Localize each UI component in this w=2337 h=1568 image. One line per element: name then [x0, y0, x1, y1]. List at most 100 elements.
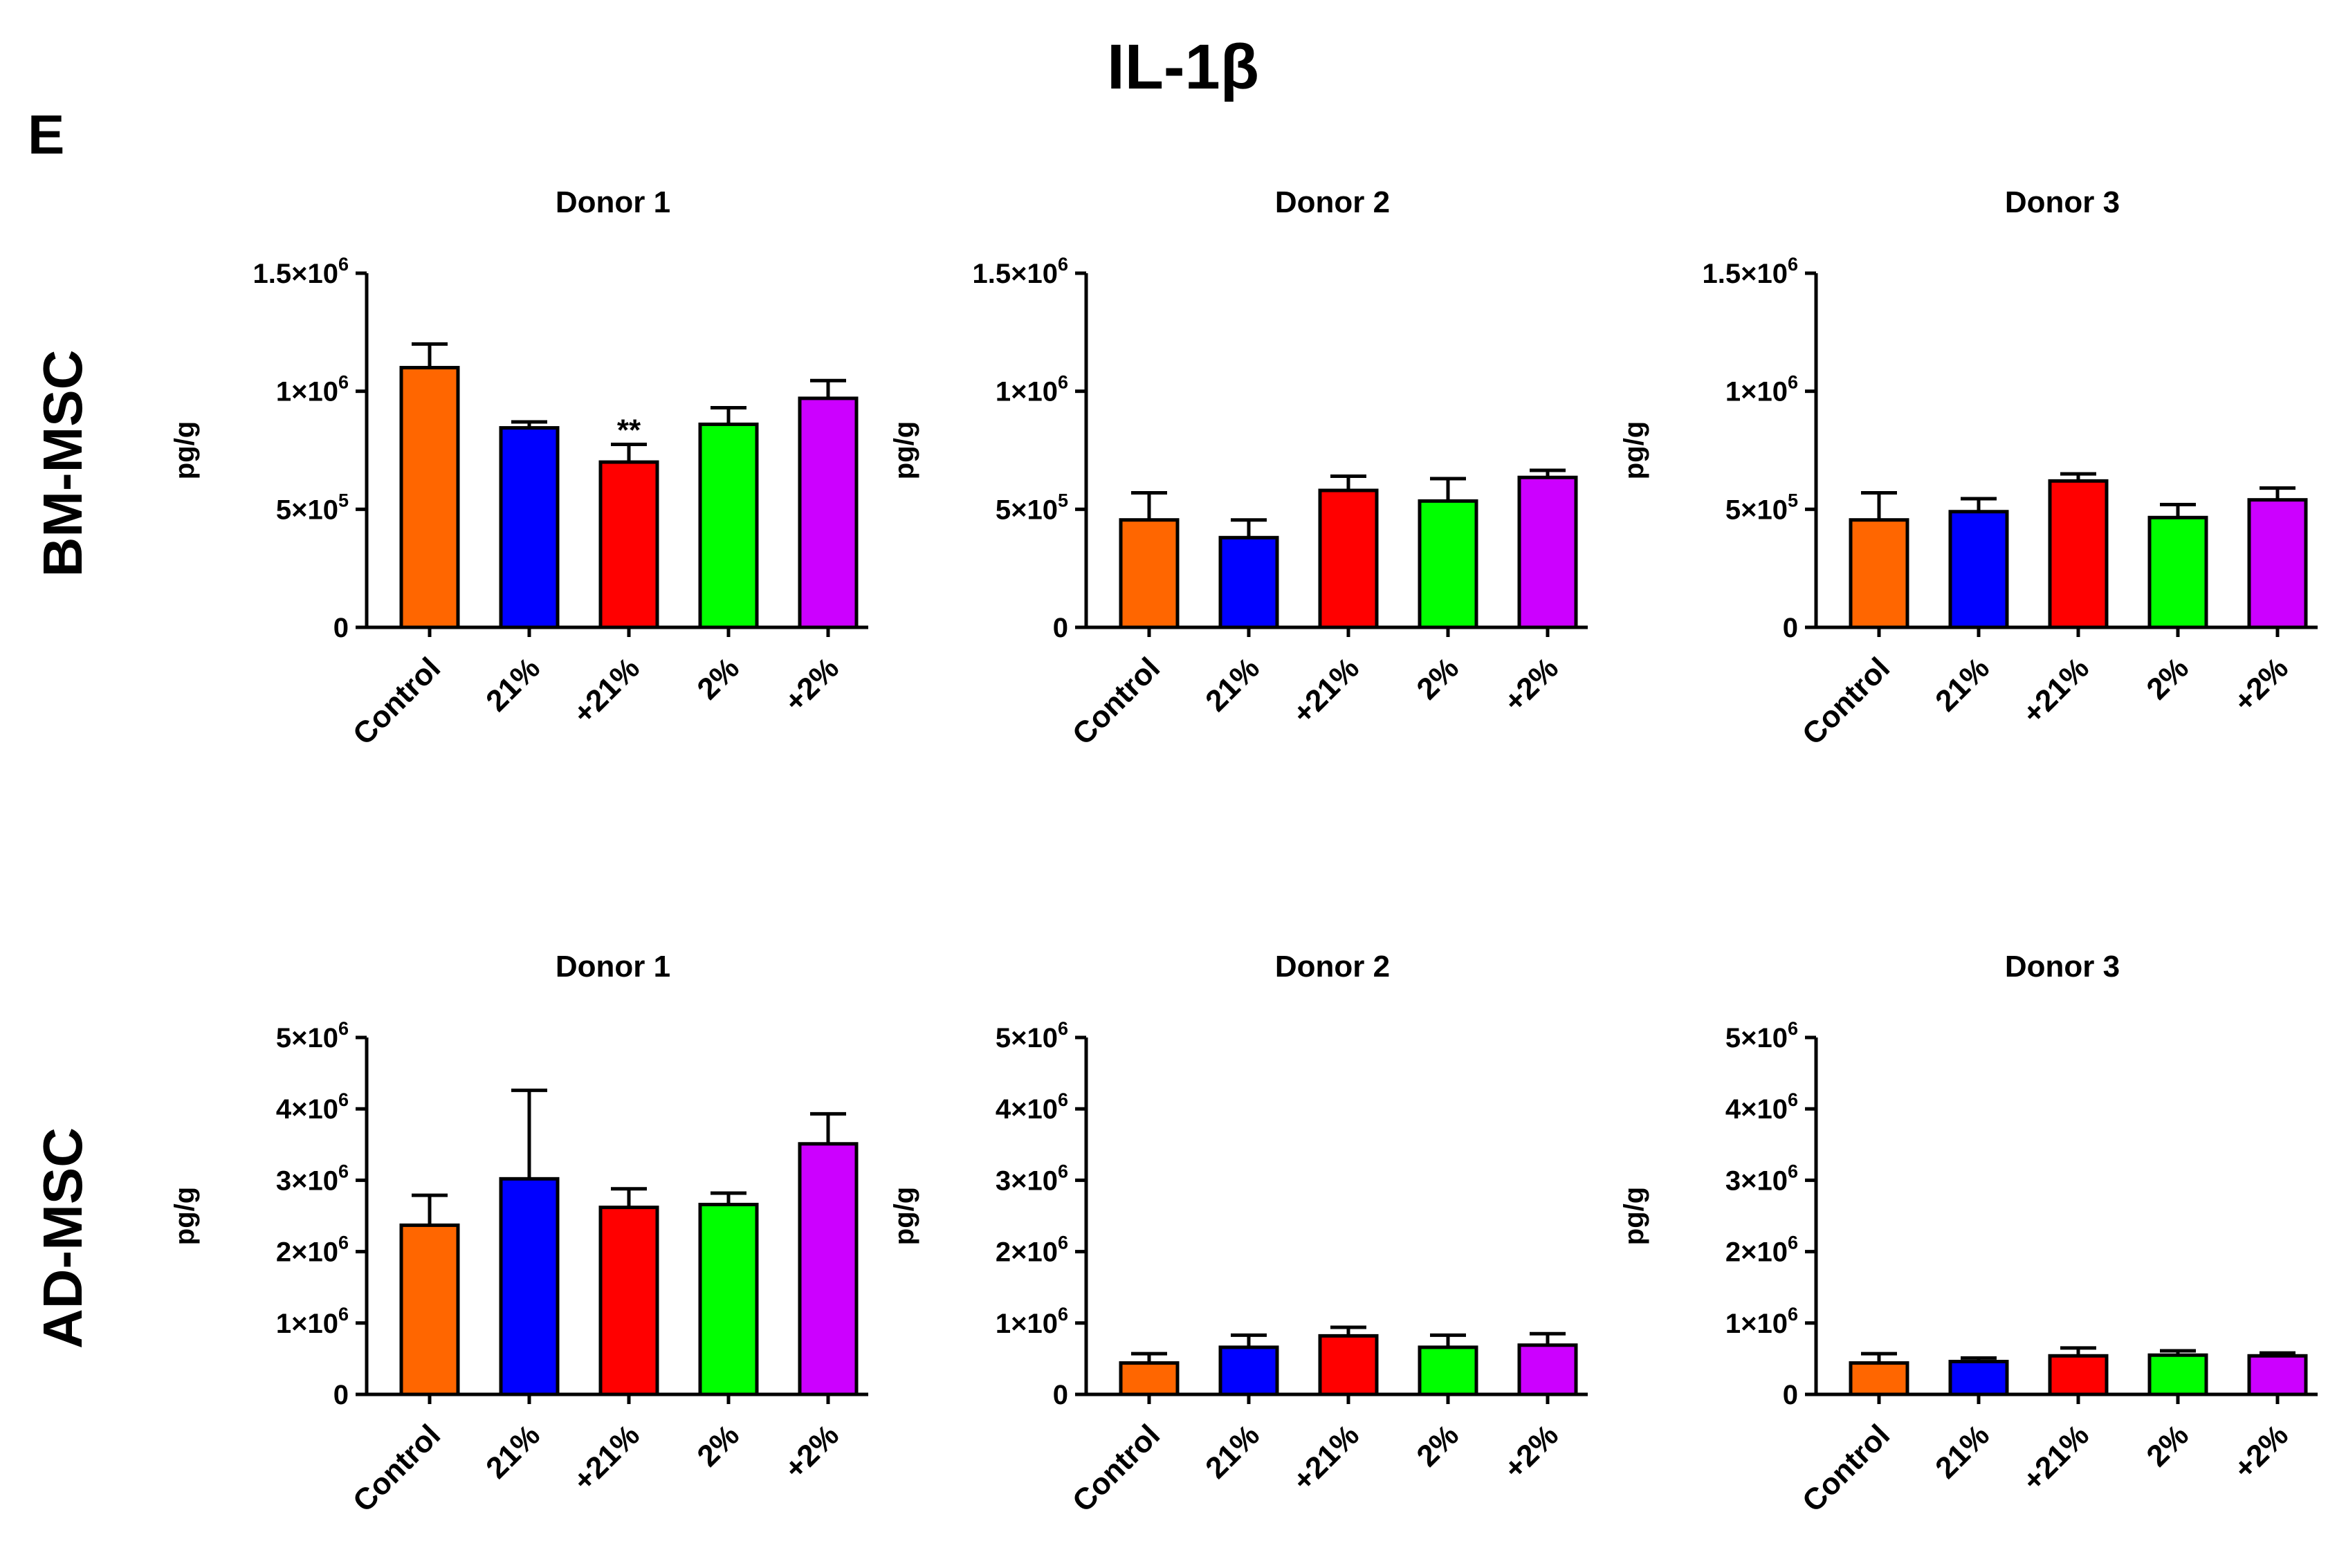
x-tick-label: +2%: [1497, 1418, 1565, 1486]
chart-panel-6: Donor 3 pg/g 0 1×106 2×106 3×106 4×106 5×106 Con…: [1619, 950, 2318, 1519]
x-tick-label: Control: [347, 651, 447, 751]
bar-+2%: [2247, 498, 2308, 629]
figure-title: IL-1β: [1107, 32, 1259, 102]
y-tick-label: 0: [1783, 613, 1798, 643]
bar-2%: [698, 422, 759, 629]
x-tick-label: +21%: [1286, 651, 1366, 730]
x-tick-label: Control: [1066, 651, 1166, 751]
y-tick-label: 0: [1053, 1380, 1068, 1410]
chart-title: Donor 1: [556, 185, 670, 219]
bar-21%: [499, 1177, 560, 1396]
y-tick-label: 1×106: [996, 1304, 1068, 1339]
bar-+2%: [2247, 1354, 2308, 1396]
bar-Control: [1119, 518, 1180, 629]
x-tick-label: +2%: [1497, 651, 1565, 719]
y-tick-label: 5×106: [276, 1018, 349, 1053]
bar-+21%: [1318, 1334, 1379, 1396]
bar-+21%: [1318, 488, 1379, 629]
chart-panel-3: Donor 3 pg/g 0 5×105 1×106 1.5×106 Control 21% +…: [1619, 185, 2318, 752]
bar-21%: [1948, 510, 2009, 629]
y-tick-label: 2×106: [1725, 1233, 1798, 1268]
y-tick-label: 5×106: [1725, 1018, 1798, 1053]
bar-+2%: [1517, 1343, 1578, 1396]
x-tick-label: 21%: [1199, 651, 1266, 718]
x-tick-label: +2%: [778, 651, 845, 719]
y-tick-label: 3×106: [276, 1161, 349, 1196]
charts-container: Donor 1 pg/g 0 5×105 1×106 1.5×106 Control 21% +…: [169, 185, 2318, 1519]
y-tick-label: 2×106: [276, 1233, 349, 1268]
chart-title: Donor 3: [2005, 185, 2120, 219]
y-axis-label: pg/g: [169, 421, 200, 479]
row-label-bm-msc: BM-MSC: [32, 350, 93, 578]
y-tick-label: 0: [1053, 613, 1068, 643]
bar-21%: [1948, 1360, 2009, 1396]
chart-title: Donor 2: [1275, 950, 1390, 984]
y-tick-label: 3×106: [996, 1161, 1068, 1196]
x-tick-label: 2%: [2140, 651, 2195, 706]
y-tick-label: 5×105: [996, 490, 1068, 525]
chart-panel-5: Donor 2 pg/g 0 1×106 2×106 3×106 4×106 5×106 Con…: [889, 950, 1588, 1519]
x-tick-label: 21%: [479, 651, 547, 718]
x-tick-label: Control: [1066, 1418, 1166, 1518]
x-tick-label: +21%: [2016, 1418, 2096, 1497]
x-tick-label: +21%: [567, 651, 646, 730]
y-axis-label: pg/g: [1619, 1187, 1649, 1245]
x-tick-label: +21%: [567, 1418, 646, 1497]
x-tick-label: 2%: [690, 1418, 746, 1473]
bar-+21%: [2048, 1354, 2109, 1396]
bar-Control: [399, 366, 460, 629]
x-tick-label: +2%: [2227, 651, 2295, 719]
bar-2%: [1418, 499, 1478, 629]
y-tick-label: 4×106: [276, 1089, 349, 1125]
y-tick-label: 0: [1783, 1380, 1798, 1410]
bar-21%: [499, 426, 560, 629]
x-tick-label: 2%: [1410, 651, 1465, 706]
bar-21%: [1218, 1345, 1279, 1396]
y-tick-label: 0: [333, 613, 349, 643]
x-tick-label: +21%: [2016, 651, 2096, 730]
y-axis-label: pg/g: [889, 421, 919, 479]
bar-2%: [1418, 1345, 1478, 1396]
y-tick-label: 5×105: [1725, 490, 1798, 525]
chart-panel-1: Donor 1 pg/g 0 5×105 1×106 1.5×106 Control 21% +…: [169, 185, 868, 752]
bar-Control: [1119, 1361, 1180, 1396]
bar-2%: [2147, 515, 2208, 629]
y-tick-label: 1×106: [276, 1304, 349, 1339]
bar-21%: [1218, 535, 1279, 629]
x-tick-label: 2%: [1410, 1418, 1465, 1473]
y-tick-label: 1×106: [1725, 372, 1798, 407]
y-tick-label: 2×106: [996, 1233, 1068, 1268]
bar-+2%: [1517, 475, 1578, 629]
y-axis-label: pg/g: [169, 1187, 200, 1245]
x-tick-label: Control: [347, 1418, 447, 1518]
y-tick-label: 1.5×106: [973, 254, 1069, 289]
x-tick-label: 21%: [479, 1418, 547, 1485]
x-tick-label: 2%: [2140, 1418, 2195, 1473]
x-tick-label: 2%: [690, 651, 746, 706]
y-axis-label: pg/g: [1619, 421, 1649, 479]
y-tick-label: 0: [333, 1380, 349, 1410]
chart-title: Donor 1: [556, 950, 670, 984]
x-tick-label: +21%: [1286, 1418, 1366, 1497]
x-tick-label: Control: [1796, 1418, 1896, 1518]
bar-+21%: [598, 1206, 659, 1396]
y-tick-label: 1×106: [1725, 1304, 1798, 1339]
chart-title: Donor 3: [2005, 950, 2120, 984]
x-tick-label: +2%: [778, 1418, 845, 1486]
bar-+21%: [2048, 479, 2109, 629]
panel-label: E: [28, 104, 64, 165]
y-tick-label: 1×106: [996, 372, 1068, 407]
y-tick-label: 1.5×106: [253, 254, 349, 289]
bar-+21%: [598, 460, 659, 629]
y-tick-label: 4×106: [996, 1089, 1068, 1125]
bar-+2%: [798, 1142, 859, 1396]
y-tick-label: 5×105: [276, 490, 349, 525]
bar-Control: [1849, 1361, 1909, 1396]
x-tick-label: +2%: [2227, 1418, 2295, 1486]
y-tick-label: 1.5×106: [1703, 254, 1799, 289]
bar-Control: [1849, 518, 1909, 629]
y-tick-label: 3×106: [1725, 1161, 1798, 1196]
bar-2%: [698, 1202, 759, 1396]
y-tick-label: 4×106: [1725, 1089, 1798, 1125]
